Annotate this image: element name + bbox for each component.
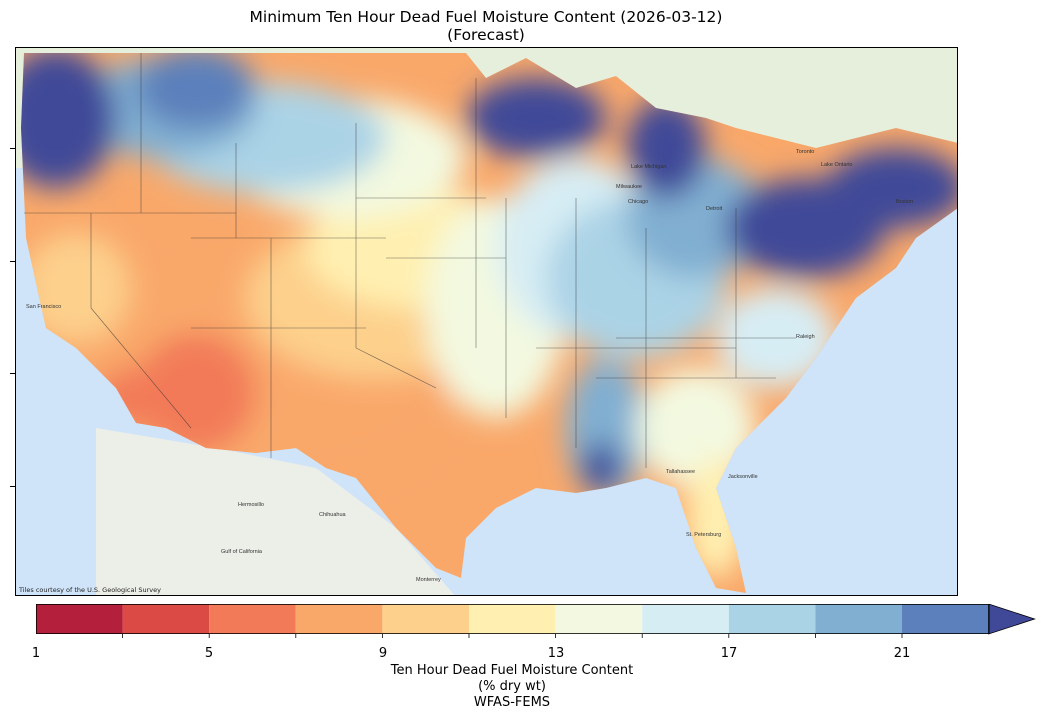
- colorbar-tick-label: 9: [378, 646, 388, 661]
- label-tallahassee: Tallahassee: [666, 469, 695, 475]
- y-tick-mark: [10, 148, 15, 149]
- colorbar-segment: [642, 604, 729, 634]
- colorbar-tick-label: 1: [31, 646, 41, 661]
- label-boston: Boston: [896, 199, 913, 205]
- label-detroit: Detroit: [706, 206, 723, 212]
- label-raleigh: Raleigh: [796, 334, 815, 340]
- colorbar-segment: [382, 604, 469, 634]
- colorbar-outline: [36, 604, 990, 634]
- colorbar-segment: [295, 604, 383, 634]
- label-lake-michigan: Lake Michigan: [631, 164, 666, 170]
- y-tick-mark: [10, 261, 15, 262]
- colorbar: [36, 603, 1036, 642]
- colorbar-segment: [122, 604, 210, 634]
- colorbar-segment: [209, 604, 296, 634]
- colorbar-tick-label: 21: [893, 646, 911, 661]
- colorbar-tick-label: 17: [720, 646, 738, 661]
- y-tick-mark: [10, 486, 15, 487]
- colorbar-segment: [902, 604, 989, 634]
- colorbar-tick-label: 5: [204, 646, 214, 661]
- label-jacksonville: Jacksonville: [728, 474, 758, 480]
- state-borders: [24, 53, 796, 468]
- label-toronto: Toronto: [796, 149, 814, 155]
- y-tick-mark: [10, 373, 15, 374]
- map-subtitle: (Forecast): [447, 26, 525, 44]
- label-gulf-of-california: Gulf of California: [221, 549, 263, 555]
- colorbar-segment: [555, 604, 643, 634]
- map-canvas: Milwaukee Chicago Detroit Toronto Lake O…: [16, 48, 957, 595]
- colorbar-segment: [36, 604, 123, 634]
- mexico-basemap: [96, 428, 455, 595]
- colorbar-extend-arrow: [988, 603, 1036, 635]
- label-milwaukee: Milwaukee: [616, 184, 642, 190]
- map-title: Minimum Ten Hour Dead Fuel Moisture Cont…: [249, 8, 723, 26]
- moisture-map: Milwaukee Chicago Detroit Toronto Lake O…: [15, 47, 958, 596]
- colorbar-source: WFAS-FEMS: [473, 695, 551, 710]
- label-chihuahua: Chihuahua: [319, 512, 347, 518]
- colorbar-tick-label: 13: [547, 646, 565, 661]
- colorbar-segment: [815, 604, 902, 634]
- label-lake-ontario: Lake Ontario: [821, 162, 853, 168]
- colorbar-label: Ten Hour Dead Fuel Moisture Content: [390, 663, 634, 678]
- label-monterrey: Monterrey: [416, 577, 441, 583]
- label-hermosillo: Hermosillo: [238, 502, 264, 508]
- label-chicago: Chicago: [628, 199, 648, 205]
- colorbar-segment: [728, 604, 816, 634]
- label-san-francisco: San Francisco: [26, 304, 61, 310]
- label-st-petersburg: St. Petersburg: [686, 532, 721, 538]
- colorbar-svg: [36, 603, 1036, 638]
- colorbar-units: (% dry wt): [478, 679, 546, 694]
- map-attribution: Tiles courtesy of the U.S. Geological Su…: [19, 586, 161, 594]
- colorbar-segment: [469, 604, 556, 634]
